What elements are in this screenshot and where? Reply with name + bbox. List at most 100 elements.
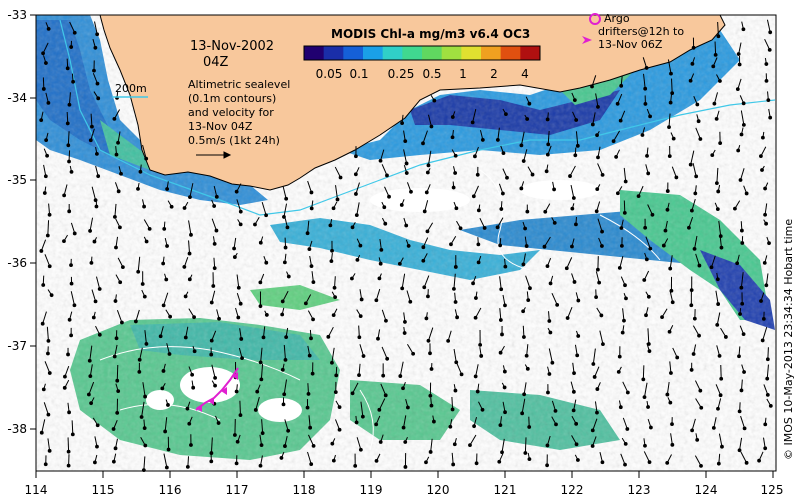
velocity-arrow-head	[591, 362, 596, 366]
velocity-arrow-head	[404, 223, 409, 228]
velocity-arrow-head	[669, 371, 673, 375]
velocity-arrow-head	[234, 189, 239, 194]
velocity-arrow-head	[112, 116, 117, 121]
velocity-arrow-head	[284, 335, 289, 340]
velocity-arrow-head	[544, 169, 549, 174]
velocity-arrow-head	[689, 208, 694, 213]
velocity-arrow-head	[718, 393, 723, 398]
velocity-arrow-head	[91, 315, 96, 320]
velocity-arrow	[424, 200, 429, 212]
velocity-arrow-head	[331, 313, 336, 318]
velocity-arrow-head	[472, 424, 476, 429]
argo-legend-circle	[589, 13, 601, 25]
velocity-arrow-head	[424, 190, 429, 195]
velocity-arrow	[690, 150, 695, 165]
velocity-arrow-head	[571, 408, 576, 413]
velocity-arrow-head	[144, 239, 149, 244]
velocity-arrow-head	[421, 141, 425, 146]
velocity-arrow	[740, 168, 745, 181]
sealevel-legend-line: 13-Nov 04Z	[188, 120, 253, 133]
velocity-arrow-head	[448, 424, 453, 429]
velocity-arrow-head	[565, 316, 570, 320]
velocity-arrow-head	[41, 283, 46, 287]
velocity-arrow-head	[238, 209, 243, 214]
velocity-arrow-head	[308, 425, 313, 430]
velocity-arrow-head	[500, 191, 505, 196]
velocity-arrow-head	[760, 135, 765, 140]
velocity-arrow-head	[166, 447, 171, 452]
velocity-arrow-head	[735, 261, 740, 266]
colorbar-tick-label: 0.25	[388, 67, 415, 81]
velocity-arrow-head	[474, 461, 479, 466]
velocity-arrow-head	[209, 338, 214, 343]
velocity-arrow-head	[665, 460, 670, 465]
velocity-arrow-head	[498, 318, 503, 322]
velocity-arrow-head	[67, 159, 71, 164]
velocity-arrow	[666, 381, 670, 395]
velocity-arrow-head	[93, 45, 98, 50]
velocity-arrow-head	[524, 244, 529, 248]
velocity-arrow-head	[699, 463, 703, 468]
velocity-arrow-head	[142, 294, 147, 299]
x-tick-label: 123	[628, 483, 651, 497]
velocity-arrow	[360, 401, 364, 417]
velocity-arrow-head	[590, 444, 595, 448]
velocity-arrow	[260, 363, 264, 380]
velocity-arrow	[359, 344, 364, 357]
velocity-arrow-head	[212, 242, 217, 246]
velocity-arrow	[44, 361, 51, 374]
velocity-arrow-head	[309, 190, 314, 195]
velocity-arrow-head	[403, 139, 408, 144]
velocity-arrow-head	[523, 226, 528, 231]
velocity-arrow-head	[711, 426, 716, 430]
velocity-arrow	[427, 327, 434, 341]
velocity-arrow	[282, 290, 289, 302]
isobath-legend-label: 200m	[115, 82, 147, 95]
velocity-arrow-head	[641, 377, 646, 382]
velocity-arrow-head	[642, 395, 647, 400]
velocity-arrow	[91, 186, 97, 201]
isobath-legend: 200m	[112, 82, 148, 98]
velocity-arrow-head	[144, 156, 149, 161]
x-tick-label: 114	[25, 483, 48, 497]
velocity-arrow-head	[408, 299, 413, 304]
velocity-arrow	[141, 401, 145, 418]
velocity-arrow	[738, 42, 742, 55]
sealevel-legend-line: 0.5m/s (1kt 24h)	[188, 134, 280, 147]
velocity-arrow	[499, 276, 502, 290]
velocity-arrow-head	[596, 104, 600, 109]
velocity-arrow	[44, 254, 51, 267]
velocity-arrow-head	[360, 414, 365, 419]
velocity-arrow	[765, 273, 769, 286]
velocity-arrow	[526, 344, 529, 356]
velocity-arrow-head	[669, 71, 673, 76]
colorbar-frame	[303, 45, 541, 61]
velocity-arrow-head	[89, 261, 94, 265]
velocity-arrow-head	[742, 370, 746, 374]
velocity-arrow-head	[694, 174, 699, 179]
velocity-arrow	[692, 162, 697, 177]
velocity-arrow-head	[763, 212, 767, 217]
velocity-arrow-head	[428, 450, 433, 454]
velocity-arrow-head	[285, 225, 290, 230]
velocity-arrow	[66, 111, 69, 124]
velocity-arrow	[358, 325, 360, 338]
velocity-arrow-head	[521, 309, 526, 314]
velocity-arrow-head	[41, 87, 46, 91]
velocity-arrow-head	[498, 243, 503, 248]
velocity-arrow-head	[166, 403, 170, 407]
velocity-arrow-head	[361, 354, 366, 358]
velocity-arrow-head	[670, 422, 674, 426]
velocity-arrow-head	[546, 142, 551, 147]
velocity-arrow-head	[279, 456, 284, 460]
velocity-arrow	[142, 382, 146, 397]
velocity-arrow-head	[264, 313, 269, 317]
velocity-arrow	[143, 456, 146, 471]
velocity-arrow-head	[622, 318, 626, 323]
velocity-arrow	[378, 398, 386, 411]
velocity-arrow-head	[72, 303, 77, 308]
velocity-arrow-head	[763, 422, 768, 427]
velocity-arrow-head	[65, 66, 70, 71]
velocity-scale-arrow	[196, 151, 232, 159]
velocity-arrow-head	[482, 226, 487, 230]
